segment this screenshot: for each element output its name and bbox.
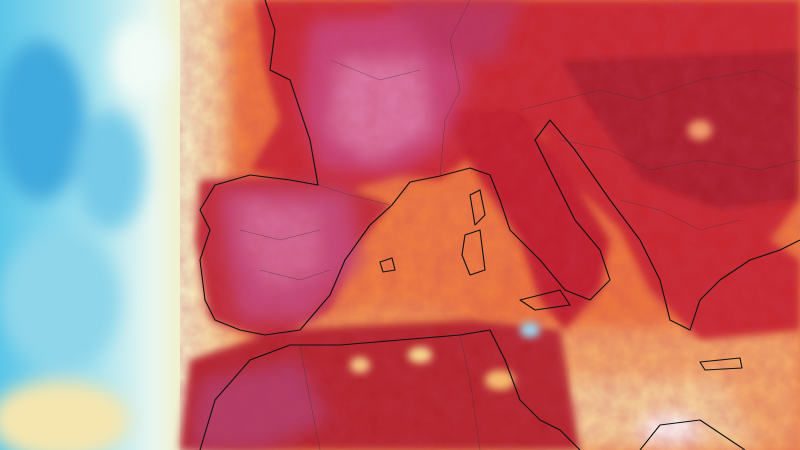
hot-spots bbox=[350, 120, 712, 390]
borders bbox=[239, 0, 800, 450]
cold-patches bbox=[0, 20, 170, 450]
